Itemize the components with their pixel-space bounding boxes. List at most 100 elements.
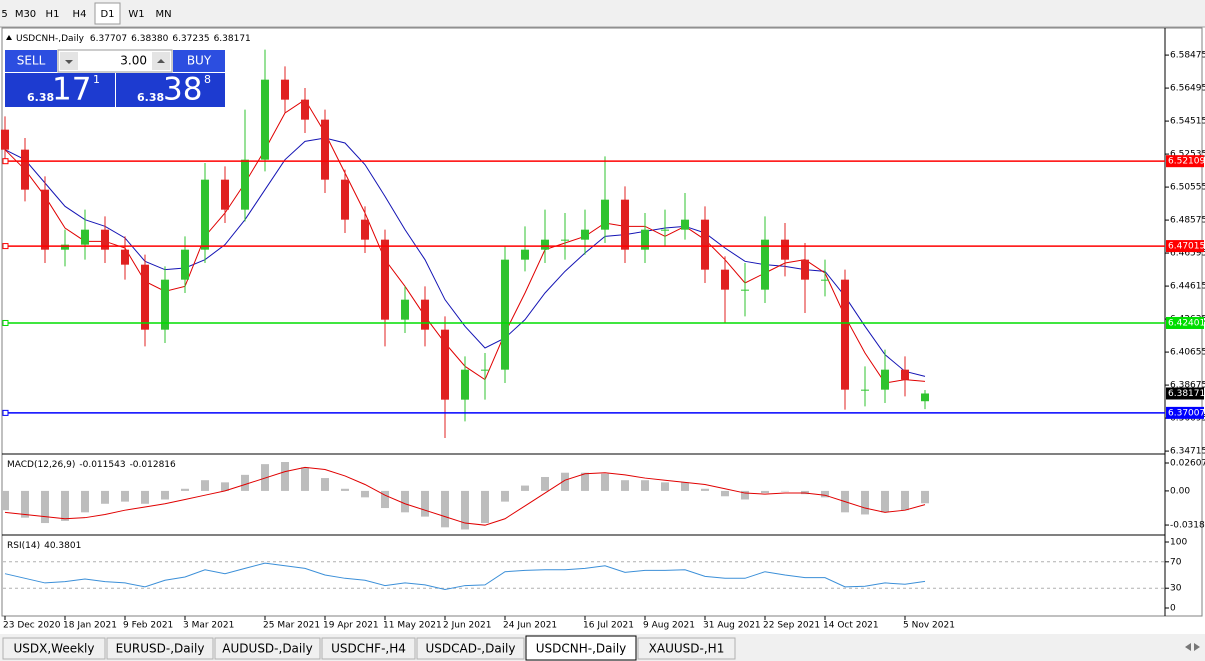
- rsi-tick-label: 70: [1170, 557, 1182, 567]
- macd-bar: [741, 490, 749, 500]
- tab[interactable]: [637, 637, 736, 660]
- level-handle: [2, 243, 9, 250]
- tab[interactable]: [214, 637, 321, 660]
- candle-body: [21, 149, 29, 190]
- timeframe-button[interactable]: M30: [15, 9, 36, 20]
- date-label: 31 Aug 2021: [703, 621, 761, 631]
- timeframe-button[interactable]: D1: [100, 9, 114, 20]
- macd-bar: [441, 490, 449, 528]
- macd-bar: [661, 482, 669, 491]
- buy-button[interactable]: [173, 50, 225, 72]
- ma-slow: [4, 137, 926, 377]
- tab[interactable]: [321, 637, 416, 660]
- sell-button[interactable]: [5, 50, 57, 72]
- macd-bar: [181, 488, 189, 491]
- level-label-bg: [1166, 316, 1204, 329]
- candle-body: [561, 239, 569, 241]
- ask-box[interactable]: [116, 73, 225, 107]
- timeframe-button[interactable]: H1: [46, 9, 60, 20]
- level-handle: [2, 319, 9, 326]
- timeframe-active[interactable]: [94, 2, 121, 25]
- macd-tick-label: 0.02607: [1170, 458, 1205, 468]
- date-label: 22 Sep 2021: [763, 621, 820, 631]
- rsi-line: [4, 562, 926, 591]
- tab-active[interactable]: [525, 635, 637, 661]
- date-label: 19 Apr 2021: [323, 621, 379, 631]
- macd-bar: [781, 490, 789, 492]
- lot-box[interactable]: [57, 49, 173, 73]
- lot-down-icon: [65, 60, 73, 64]
- macd-signal: -0.012816: [130, 460, 176, 470]
- price-tick-label: 6.46595: [1170, 249, 1205, 259]
- tab[interactable]: [2, 637, 106, 660]
- symbol: USDCNH-,Daily: [16, 34, 85, 44]
- tab-label: AUDUSD-,Daily: [222, 642, 312, 656]
- macd-header: MACD(12,26,9) -0.011543 -0.012816: [7, 460, 176, 470]
- macd-bar: [501, 490, 509, 502]
- level-label: 6.42401: [1168, 318, 1205, 328]
- candle-body: [321, 119, 329, 180]
- tab-label: USDCHF-,H4: [331, 642, 406, 656]
- candle-body: [441, 329, 449, 400]
- rsi-value: 40.3801: [44, 541, 81, 551]
- macd-bar: [761, 490, 769, 494]
- date-label: 3 Mar 2021: [183, 621, 234, 631]
- timeframe-button[interactable]: H4: [73, 9, 87, 20]
- timeframe-button[interactable]: 5: [1, 9, 7, 20]
- chart-frame: [1, 27, 1203, 617]
- macd-tick-label: -0.03187: [1170, 521, 1205, 531]
- toolbar-bg: [0, 0, 1205, 27]
- macd-bar: [801, 490, 809, 495]
- tabs-scroll-right[interactable]: [1194, 643, 1200, 651]
- lot-up-icon: [157, 59, 165, 63]
- candle-body: [861, 389, 869, 391]
- candle-body: [161, 279, 169, 330]
- date-label: 18 Jan 2021: [63, 621, 117, 631]
- rsi-label: RSI(14): [7, 541, 40, 551]
- macd-bar: [101, 490, 109, 504]
- candle-body: [681, 219, 689, 230]
- candle-body: [61, 244, 69, 250]
- candle-body: [521, 249, 529, 260]
- candle-body: [481, 369, 489, 371]
- candle-body: [101, 229, 109, 250]
- rsi-tick-label: 0: [1170, 604, 1176, 614]
- level-label-bg: [1166, 155, 1204, 168]
- candle-body: [641, 229, 649, 250]
- macd-bar: [201, 480, 209, 491]
- candle-body: [541, 239, 549, 250]
- macd-bar: [261, 464, 269, 491]
- price-tick-label: 6.54515: [1170, 117, 1205, 127]
- tab[interactable]: [416, 637, 525, 660]
- timeframe-button[interactable]: W1: [128, 9, 144, 20]
- date-label: 11 May 2021: [383, 621, 442, 631]
- ask-big: 38: [163, 72, 202, 108]
- candle-body: [501, 259, 509, 370]
- bid-box[interactable]: [5, 73, 115, 107]
- tab[interactable]: [106, 637, 214, 660]
- macd-bar: [301, 467, 309, 491]
- date-label: 5 Nov 2021: [903, 621, 955, 631]
- macd-bar: [861, 490, 869, 515]
- candle-body: [1, 129, 9, 150]
- tab-label: USDX,Weekly: [14, 642, 95, 656]
- macd-bar: [221, 482, 229, 491]
- candle-body: [81, 229, 89, 245]
- bid-prefix: 6.38: [27, 91, 54, 104]
- rsi-tick-label: 30: [1170, 584, 1182, 594]
- candle-body: [581, 229, 589, 240]
- candle-body: [401, 299, 409, 320]
- price-tick-label: 6.56495: [1170, 84, 1205, 94]
- header-value: 6.37235: [172, 34, 209, 44]
- header-arrow: [6, 35, 12, 40]
- macd-bar: [521, 485, 529, 491]
- candle-body: [841, 279, 849, 390]
- price-tick-label: 6.38675: [1170, 381, 1205, 391]
- level-label: 6.47015: [1168, 242, 1205, 252]
- candle-body: [201, 179, 209, 250]
- tabs-scroll-left[interactable]: [1185, 643, 1191, 651]
- timeframe-button[interactable]: MN: [155, 9, 171, 20]
- date-label: 23 Dec 2020: [3, 621, 61, 631]
- rsi-tick-label: 100: [1170, 538, 1187, 548]
